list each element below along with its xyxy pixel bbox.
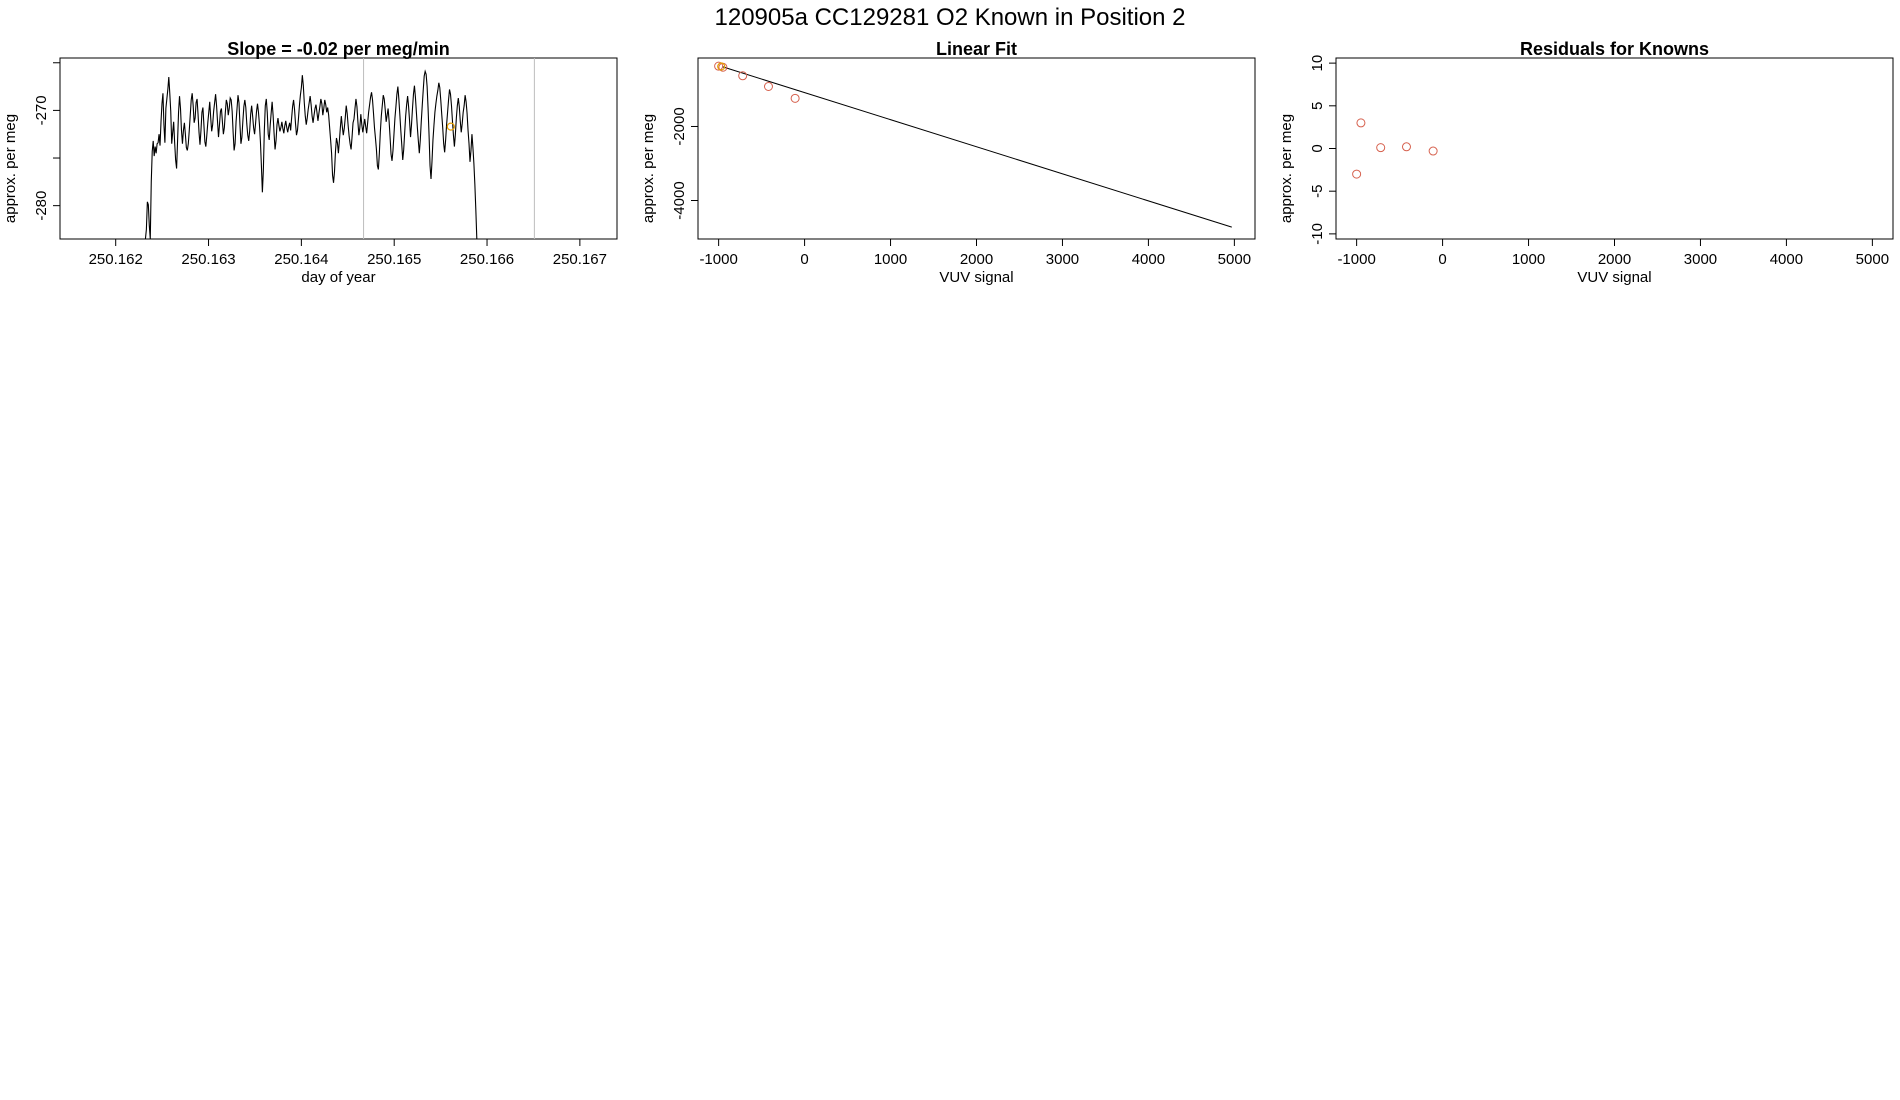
data-point xyxy=(1356,118,1366,128)
x-tick-label: 3000 xyxy=(1046,251,1079,268)
fit-line xyxy=(722,66,1232,228)
data-point xyxy=(714,61,724,71)
x-tick-label: 1000 xyxy=(1512,251,1545,268)
data-point xyxy=(738,71,748,81)
data-point xyxy=(1352,169,1362,179)
data-point xyxy=(790,93,800,103)
y-tick-label: 10 xyxy=(1309,55,1326,72)
y-tick-label: -280 xyxy=(33,191,50,221)
highlight-point xyxy=(446,122,455,131)
x-tick-label: 250.164 xyxy=(274,251,328,268)
data-point xyxy=(1428,146,1438,156)
data-point xyxy=(763,82,773,92)
x-tick-label: 4000 xyxy=(1132,251,1165,268)
series-line xyxy=(144,69,478,239)
x-axis-label: VUV signal xyxy=(939,269,1013,286)
x-tick-label: 250.165 xyxy=(367,251,421,268)
x-axis-label: VUV signal xyxy=(1577,269,1651,286)
y-tick-label: -5 xyxy=(1309,185,1326,198)
plot-area xyxy=(1352,118,1438,179)
highlight-point xyxy=(717,62,726,71)
y-tick-label: -2000 xyxy=(671,107,688,145)
figure-title: 120905a CC129281 O2 Known in Position 2 xyxy=(715,4,1186,31)
x-tick-label: 1000 xyxy=(874,251,907,268)
x-tick-label: 250.167 xyxy=(553,251,607,268)
x-tick-label: 3000 xyxy=(1684,251,1717,268)
y-axis-label: approx. per meg xyxy=(640,114,657,223)
y-tick-label: -4000 xyxy=(671,181,688,219)
linear-fit-panel: Linear Fit -1000 0 1000 2000 3000 4000 5000 -400… xyxy=(640,39,1256,286)
panel-title: Residuals for Knowns xyxy=(1520,39,1709,59)
y-tick-label: 0 xyxy=(1309,144,1326,152)
x-tick-label: 2000 xyxy=(1598,251,1631,268)
x-tick-label: 5000 xyxy=(1856,251,1889,268)
plot-frame xyxy=(1335,57,1894,240)
panel-title: Linear Fit xyxy=(936,39,1017,59)
x-tick-label: -1000 xyxy=(1337,251,1375,268)
x-tick-label: 250.163 xyxy=(181,251,235,268)
plot-frame xyxy=(59,57,618,240)
x-tick-label: 250.166 xyxy=(460,251,514,268)
x-tick-label: -1000 xyxy=(699,251,737,268)
time-series-panel: Slope = -0.02 per meg/min 250.162 250.163 2… xyxy=(2,39,618,286)
y-tick-label: -10 xyxy=(1309,223,1326,245)
x-tick-label: 4000 xyxy=(1770,251,1803,268)
plot-area xyxy=(144,58,535,239)
x-axis-label: day of year xyxy=(301,269,375,286)
residuals-panel: Residuals for Knowns -1000 0 1000 2000 3000 40… xyxy=(1278,39,1894,286)
x-tick-label: 0 xyxy=(1438,251,1446,268)
x-tick-label: 5000 xyxy=(1218,251,1251,268)
x-tick-label: 250.162 xyxy=(89,251,143,268)
y-axis-label: approx. per meg xyxy=(2,114,19,223)
data-point xyxy=(1376,143,1386,153)
y-tick-label: 5 xyxy=(1309,102,1326,110)
x-tick-label: 0 xyxy=(800,251,808,268)
data-point xyxy=(1401,142,1411,152)
x-tick-label: 2000 xyxy=(960,251,993,268)
y-tick-label: -270 xyxy=(33,95,50,125)
plot-area xyxy=(714,61,1232,228)
y-axis-label: approx. per meg xyxy=(1278,114,1295,223)
panel-title: Slope = -0.02 per meg/min xyxy=(227,39,450,59)
